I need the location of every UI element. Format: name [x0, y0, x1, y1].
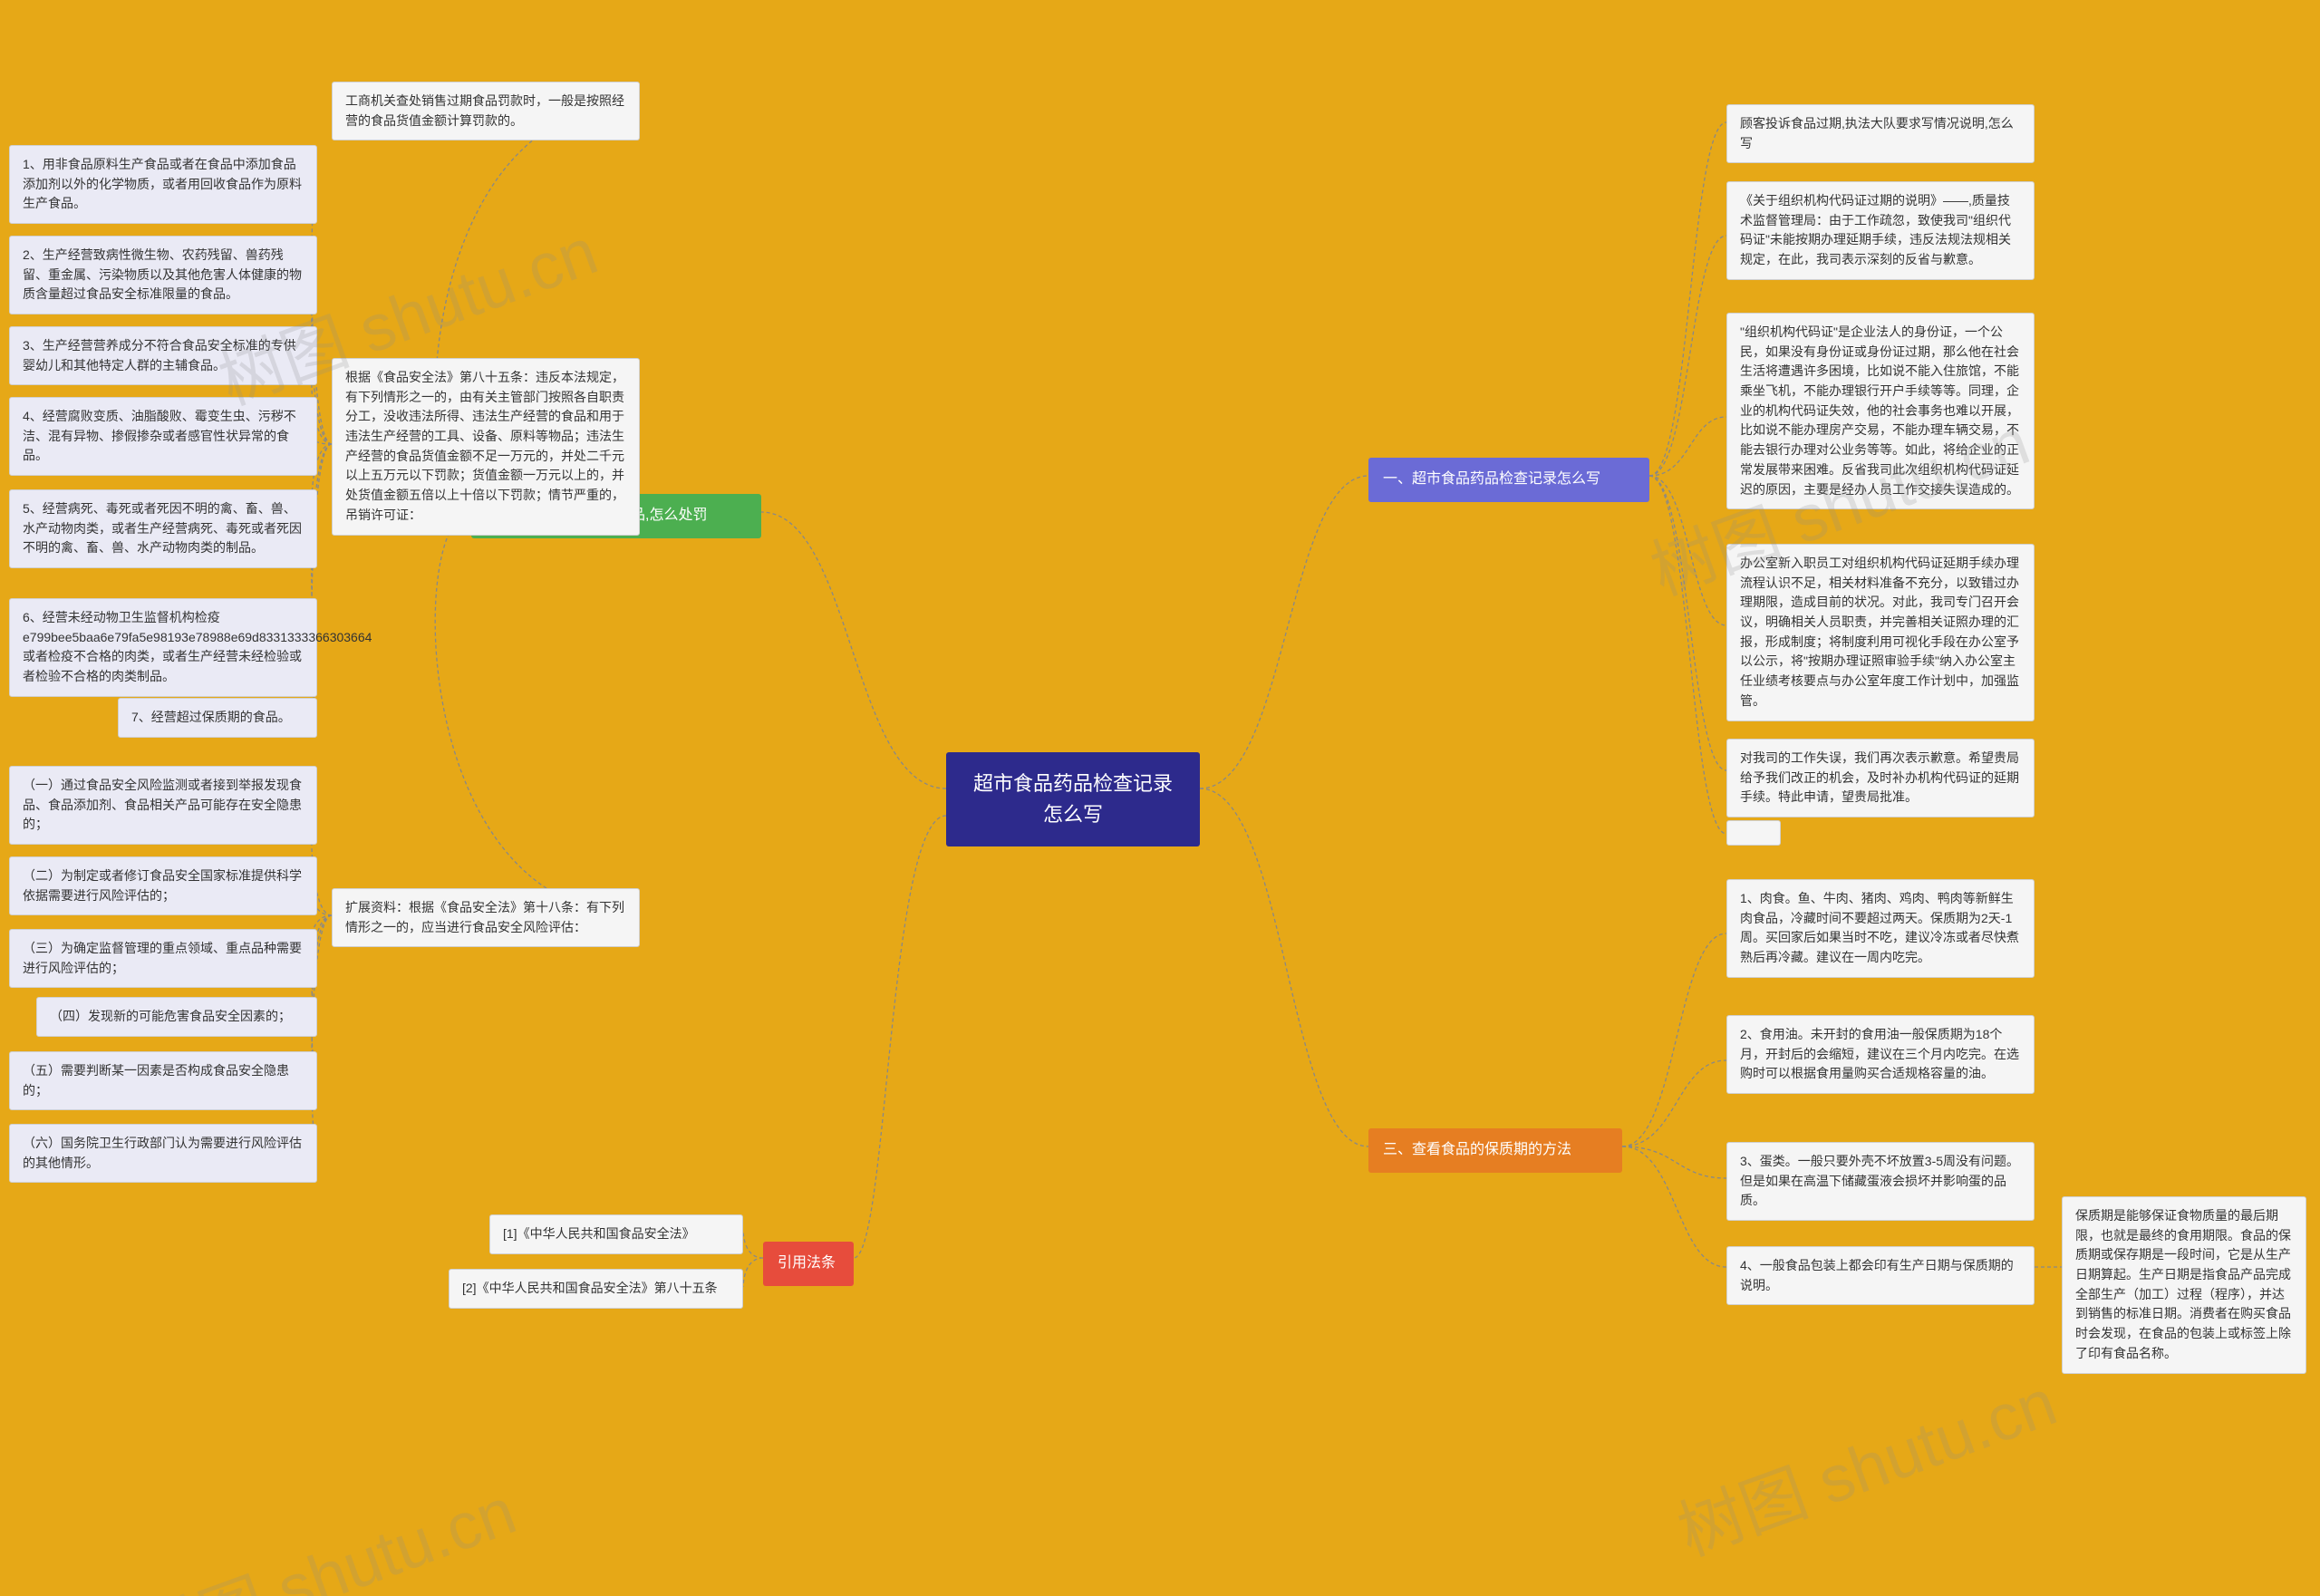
b2-childB-gc-5[interactable]: 6、经营未经动物卫生监督机构检疫e799bee5baa6e79fa5e98193… [9, 598, 317, 697]
b1-child-5[interactable] [1726, 820, 1781, 846]
root-node[interactable]: 超市食品药品检查记录怎么写 [946, 752, 1200, 846]
branch-1[interactable]: 一、超市食品药品检查记录怎么写 [1368, 458, 1649, 502]
b2-childC-gc-2[interactable]: （三）为确定监督管理的重点领域、重点品种需要进行风险评估的； [9, 929, 317, 988]
b2-childB-gc-6[interactable]: 7、经营超过保质期的食品。 [118, 698, 317, 738]
b2-childC-gc-5[interactable]: （六）国务院卫生行政部门认为需要进行风险评估的其他情形。 [9, 1124, 317, 1183]
branch-3[interactable]: 三、查看食品的保质期的方法 [1368, 1128, 1622, 1173]
b4-child-0[interactable]: [1]《中华人民共和国食品安全法》 [489, 1214, 743, 1254]
b2-childB-gc-1[interactable]: 2、生产经营致病性微生物、农药残留、兽药残留、重金属、污染物质以及其他危害人体健… [9, 236, 317, 314]
b2-childB-gc-3[interactable]: 4、经营腐败变质、油脂酸败、霉变生虫、污秽不洁、混有异物、掺假掺杂或者感官性状异… [9, 397, 317, 476]
b2-childC-gc-3[interactable]: （四）发现新的可能危害食品安全因素的； [36, 997, 317, 1037]
b3-child-2[interactable]: 3、蛋类。一般只要外壳不坏放置3-5周没有问题。但是如果在高温下储藏蛋液会损坏并… [1726, 1142, 2035, 1221]
b3-child-0[interactable]: 1、肉食。鱼、牛肉、猪肉、鸡肉、鸭肉等新鲜生肉食品，冷藏时间不要超过两天。保质期… [1726, 879, 2035, 978]
branch-4[interactable]: 引用法条 [763, 1242, 854, 1286]
b2-childB-gc-4[interactable]: 5、经营病死、毒死或者死因不明的禽、畜、兽、水产动物肉类，或者生产经营病死、毒死… [9, 489, 317, 568]
b2-childB-gc-0[interactable]: 1、用非食品原料生产食品或者在食品中添加食品添加剂以外的化学物质，或者用回收食品… [9, 145, 317, 224]
b3-child-3[interactable]: 4、一般食品包装上都会印有生产日期与保质期的说明。 [1726, 1246, 2035, 1305]
b2-childA[interactable]: 工商机关查处销售过期食品罚款时，一般是按照经营的食品货值金额计算罚款的。 [332, 82, 640, 140]
b1-child-2[interactable]: "组织机构代码证"是企业法人的身份证，一个公民，如果没有身份证或身份证过期，那么… [1726, 313, 2035, 509]
b1-child-3[interactable]: 办公室新入职员工对组织机构代码证延期手续办理流程认识不足，相关材料准备不充分，以… [1726, 544, 2035, 721]
b1-child-1[interactable]: 《关于组织机构代码证过期的说明》——,质量技术监督管理局：由于工作疏忽，致使我司… [1726, 181, 2035, 280]
b4-child-1[interactable]: [2]《中华人民共和国食品安全法》第八十五条 [449, 1269, 743, 1309]
b1-child-4[interactable]: 对我司的工作失误，我们再次表示歉意。希望贵局给予我们改正的机会，及时补办机构代码… [1726, 739, 2035, 817]
b2-childC[interactable]: 扩展资料：根据《食品安全法》第十八条：有下列情形之一的，应当进行食品安全风险评估… [332, 888, 640, 947]
b3-child-1[interactable]: 2、食用油。未开封的食用油一般保质期为18个月，开封后的会缩短，建议在三个月内吃… [1726, 1015, 2035, 1094]
b3-grandchild[interactable]: 保质期是能够保证食物质量的最后期限，也就是最终的食用期限。食品的保质期或保存期是… [2062, 1196, 2306, 1374]
watermark-3: 树图 shutu.cn [1663, 1349, 2067, 1574]
b2-childC-gc-1[interactable]: （二）为制定或者修订食品安全国家标准提供科学依据需要进行风险评估的； [9, 856, 317, 915]
b2-childB[interactable]: 根据《食品安全法》第八十五条：违反本法规定，有下列情形之一的，由有关主管部门按照… [332, 358, 640, 536]
b2-childC-gc-4[interactable]: （五）需要判断某一因素是否构成食品安全隐患的； [9, 1051, 317, 1110]
watermark-1: 树图 shutu.cn [122, 1458, 527, 1596]
b2-childB-gc-2[interactable]: 3、生产经营营养成分不符合食品安全标准的专供婴幼儿和其他特定人群的主辅食品。 [9, 326, 317, 385]
b1-child-0[interactable]: 顾客投诉食品过期,执法大队要求写情况说明,怎么写 [1726, 104, 2035, 163]
b2-childC-gc-0[interactable]: （一）通过食品安全风险监测或者接到举报发现食品、食品添加剂、食品相关产品可能存在… [9, 766, 317, 845]
